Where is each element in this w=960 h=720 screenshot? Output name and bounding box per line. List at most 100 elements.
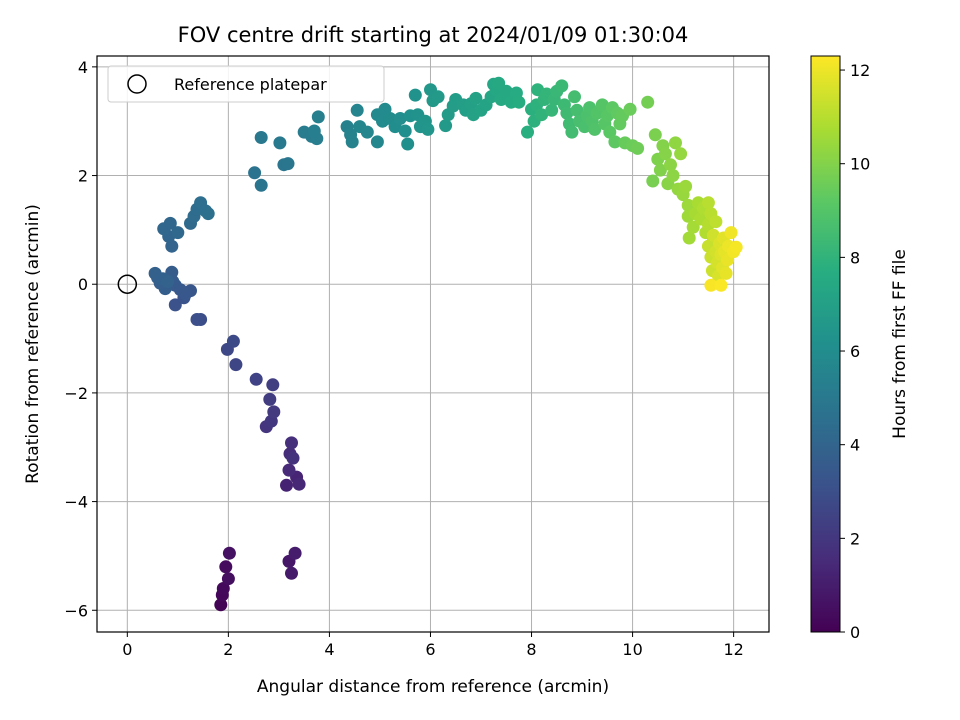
- data-point: [570, 103, 584, 117]
- data-point: [565, 125, 579, 139]
- y-tick-label: 0: [78, 275, 88, 294]
- data-point: [641, 95, 655, 109]
- data-point: [171, 226, 185, 240]
- data-point: [492, 76, 506, 90]
- legend-entry: Reference platepar: [174, 75, 327, 94]
- data-point: [666, 169, 680, 182]
- data-point: [686, 220, 700, 234]
- y-tick-label: 4: [78, 58, 88, 77]
- x-tick-label: 8: [526, 640, 536, 659]
- data-point: [719, 266, 733, 280]
- data-point: [701, 196, 715, 210]
- data-point: [469, 91, 483, 105]
- data-point: [263, 392, 277, 406]
- data-point: [674, 147, 688, 161]
- data-point: [646, 174, 660, 188]
- data-point: [288, 546, 302, 560]
- data-point: [568, 90, 581, 104]
- legend-marker: [127, 74, 147, 94]
- colorbar-tick-label: 2: [850, 529, 860, 548]
- data-point: [681, 198, 695, 212]
- data-point: [545, 103, 559, 117]
- data-point: [535, 108, 549, 122]
- data-point: [190, 313, 204, 326]
- y-tick-label: −4: [64, 493, 88, 512]
- legend: Reference platepar: [107, 65, 385, 103]
- data-point: [648, 128, 662, 142]
- data-point: [608, 135, 622, 149]
- data-point: [168, 298, 182, 312]
- data-point: [307, 124, 321, 138]
- data-point: [163, 216, 177, 230]
- x-tick-label: 4: [324, 640, 334, 659]
- data-point: [682, 231, 696, 245]
- data-point: [280, 478, 293, 492]
- data-point: [588, 122, 602, 136]
- x-tick-label: 12: [723, 640, 743, 659]
- data-point: [704, 278, 718, 292]
- data-point: [285, 566, 298, 580]
- data-point: [226, 334, 240, 348]
- data-point: [214, 598, 228, 612]
- data-point: [282, 463, 296, 477]
- data-point: [370, 135, 384, 149]
- data-point: [201, 207, 215, 221]
- colorbar-tick-label: 10: [850, 155, 870, 174]
- colorbar-tick-label: 0: [850, 623, 860, 642]
- data-point: [267, 405, 281, 419]
- data-point: [631, 141, 645, 155]
- colorbar-ticks: 0 2 4 6 8 10 12: [840, 61, 870, 642]
- data-point: [219, 560, 233, 574]
- data-point: [421, 122, 435, 136]
- data-point: [216, 582, 230, 595]
- data-point: [229, 358, 243, 372]
- data-point: [521, 125, 534, 139]
- data-point: [165, 239, 179, 253]
- data-point: [254, 178, 268, 192]
- data-point: [729, 240, 743, 254]
- colorbar-tick-label: 6: [850, 342, 860, 361]
- data-point: [286, 451, 300, 465]
- data-point: [512, 95, 526, 109]
- data-point: [603, 125, 617, 139]
- colorbar-tick-label: 8: [850, 248, 860, 267]
- plot-frame: [96, 55, 770, 633]
- data-point: [350, 103, 364, 117]
- data-point: [221, 572, 235, 586]
- x-tick-label: 0: [122, 640, 132, 659]
- x-tick-label: 2: [223, 640, 233, 659]
- data-point: [658, 147, 672, 161]
- colorbar-tick-label: 4: [850, 436, 860, 455]
- chart-title: FOV centre drift starting at 2024/01/09 …: [178, 23, 689, 47]
- data-point: [254, 131, 268, 144]
- x-tick-label: 6: [425, 640, 435, 659]
- data-point: [679, 179, 693, 193]
- data-point: [653, 163, 667, 177]
- data-point: [266, 378, 280, 392]
- data-point: [669, 136, 682, 150]
- x-axis-ticks: 0 2 4 6 8 10 12: [122, 632, 744, 659]
- data-points: [148, 76, 743, 612]
- data-point: [431, 90, 445, 104]
- y-tick-label: 2: [78, 167, 88, 186]
- data-point: [393, 112, 407, 125]
- data-point: [560, 106, 574, 120]
- data-point: [311, 110, 325, 124]
- data-point: [360, 125, 374, 139]
- colorbar-tick-label: 12: [850, 61, 870, 80]
- data-point: [273, 136, 287, 150]
- data-point: [285, 436, 298, 450]
- data-point: [222, 546, 236, 560]
- data-point: [398, 124, 412, 138]
- data-point: [595, 98, 609, 112]
- data-point: [345, 135, 359, 149]
- data-point: [292, 477, 306, 491]
- data-point: [499, 84, 513, 98]
- y-axis-label: Rotation from reference (arcmin): [23, 204, 43, 484]
- colorbar-gradient: [810, 55, 841, 633]
- reference-platepar-marker: [117, 274, 138, 294]
- data-point: [281, 157, 295, 171]
- colorbar-label: Hours from first FF file: [890, 249, 910, 439]
- data-point: [249, 372, 263, 386]
